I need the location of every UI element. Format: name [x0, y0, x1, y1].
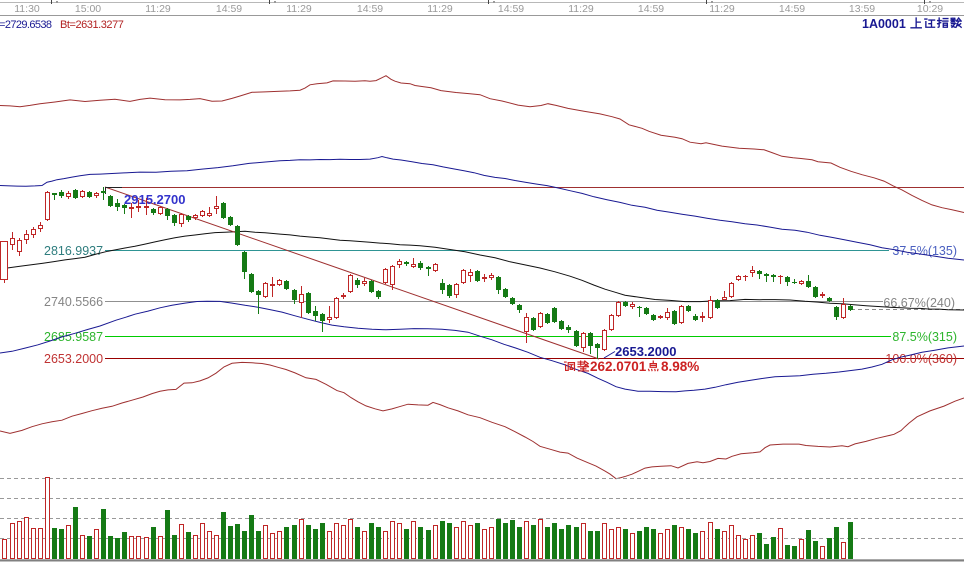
- svg-text:2653.2000: 2653.2000: [44, 352, 103, 366]
- svg-text:2915.2700: 2915.2700: [124, 192, 185, 207]
- svg-text:10:29: 10:29: [917, 3, 943, 15]
- svg-text:14:59: 14:59: [638, 3, 664, 15]
- svg-text:14:59: 14:59: [216, 3, 242, 15]
- svg-text:11:29: 11:29: [427, 3, 453, 15]
- svg-text:11:29: 11:29: [286, 3, 312, 15]
- svg-text:100.0%(360): 100.0%(360): [885, 352, 957, 366]
- svg-text:14:59: 14:59: [498, 3, 524, 15]
- svg-text:2685.9587: 2685.9587: [44, 330, 103, 344]
- svg-text:Bt=2631.3277: Bt=2631.3277: [60, 19, 124, 31]
- svg-text:66.67%(240): 66.67%(240): [883, 296, 955, 310]
- svg-text:262.0701: 262.0701: [590, 359, 647, 374]
- svg-text:11:29: 11:29: [568, 3, 594, 15]
- svg-text:14:59: 14:59: [357, 3, 383, 15]
- svg-text:13:59: 13:59: [849, 3, 875, 15]
- svg-text:1A0001: 1A0001: [862, 17, 906, 31]
- svg-text:8.98%: 8.98%: [661, 359, 699, 374]
- svg-text:2653.2000: 2653.2000: [615, 344, 676, 359]
- svg-text:37.5%(135): 37.5%(135): [892, 244, 957, 258]
- svg-text:14:59: 14:59: [779, 3, 805, 15]
- svg-text:11:29: 11:29: [709, 3, 735, 15]
- svg-text:11:29: 11:29: [145, 3, 171, 15]
- svg-text:2740.5566: 2740.5566: [44, 295, 103, 309]
- svg-text:=2729.6538: =2729.6538: [0, 19, 52, 31]
- svg-text:11:30: 11:30: [14, 3, 40, 15]
- svg-text:87.5%(315): 87.5%(315): [892, 330, 957, 344]
- svg-text:2816.9937: 2816.9937: [44, 244, 103, 258]
- svg-text:15:00: 15:00: [75, 3, 101, 15]
